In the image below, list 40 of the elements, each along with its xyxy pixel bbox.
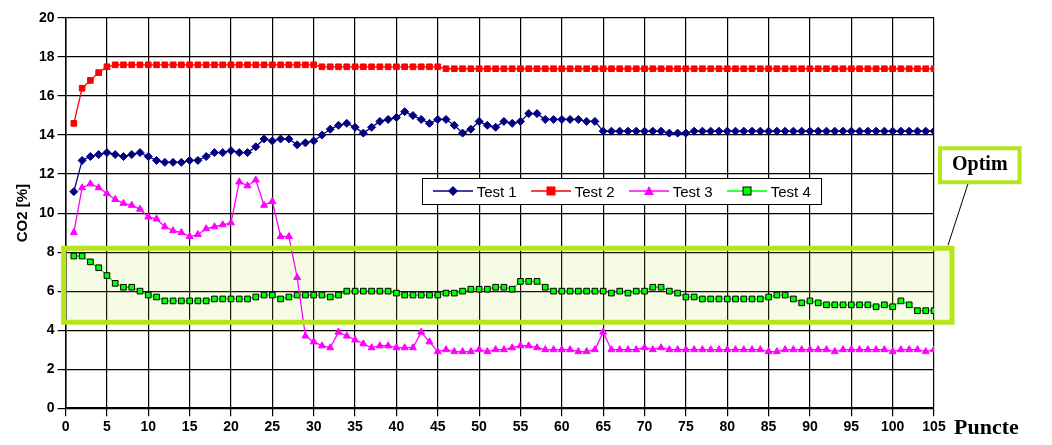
x-tick-label: 25: [264, 418, 281, 435]
x-tick-label: 90: [802, 418, 818, 435]
y-tick-label: 8: [46, 242, 55, 259]
x-tick-label: 45: [429, 418, 446, 435]
x-tick-label: 35: [347, 418, 364, 435]
x-axis-title: Puncte: [954, 413, 1019, 439]
legend-label: Test 1: [476, 182, 517, 200]
x-tick-label: 95: [843, 418, 860, 435]
y-axis-title: CO2 [%]: [13, 183, 31, 243]
y-tick-label: 10: [38, 203, 55, 220]
y-tick-label: 4: [46, 321, 55, 338]
y-tick-label: 14: [38, 125, 55, 142]
x-tick-label: 70: [636, 418, 653, 435]
x-tick-label: 85: [760, 418, 777, 435]
x-tick-label: 100: [880, 418, 905, 435]
y-tick-label: 12: [38, 164, 55, 181]
legend-label: Test 3: [672, 182, 713, 200]
x-tick-label: 20: [223, 418, 239, 435]
y-tick-label: 0: [46, 399, 55, 416]
legend-label: Test 2: [574, 182, 615, 200]
y-tick-label: 2: [46, 360, 55, 377]
x-tick-label: 105: [922, 418, 946, 435]
x-tick-label: 75: [678, 418, 694, 435]
x-tick-label: 80: [719, 418, 736, 435]
x-tick-label: 50: [471, 418, 488, 435]
x-tick-label: 15: [181, 418, 198, 435]
x-tick-label: 5: [103, 418, 112, 435]
y-tick-label: 6: [46, 282, 55, 298]
x-tick-label: 55: [512, 418, 529, 435]
x-tick-label: 40: [388, 418, 405, 435]
x-tick-label: 0: [61, 418, 70, 435]
x-tick-label: 60: [554, 418, 570, 435]
x-tick-label: 10: [140, 418, 157, 435]
y-tick-label: 20: [38, 8, 55, 25]
legend-label: Test 4: [770, 182, 811, 200]
y-tick-label: 18: [38, 47, 55, 64]
band-label: Optim: [952, 152, 1008, 176]
x-tick-label: 65: [595, 418, 612, 435]
x-tick-label: 30: [305, 418, 322, 435]
y-tick-label: 16: [38, 86, 55, 103]
